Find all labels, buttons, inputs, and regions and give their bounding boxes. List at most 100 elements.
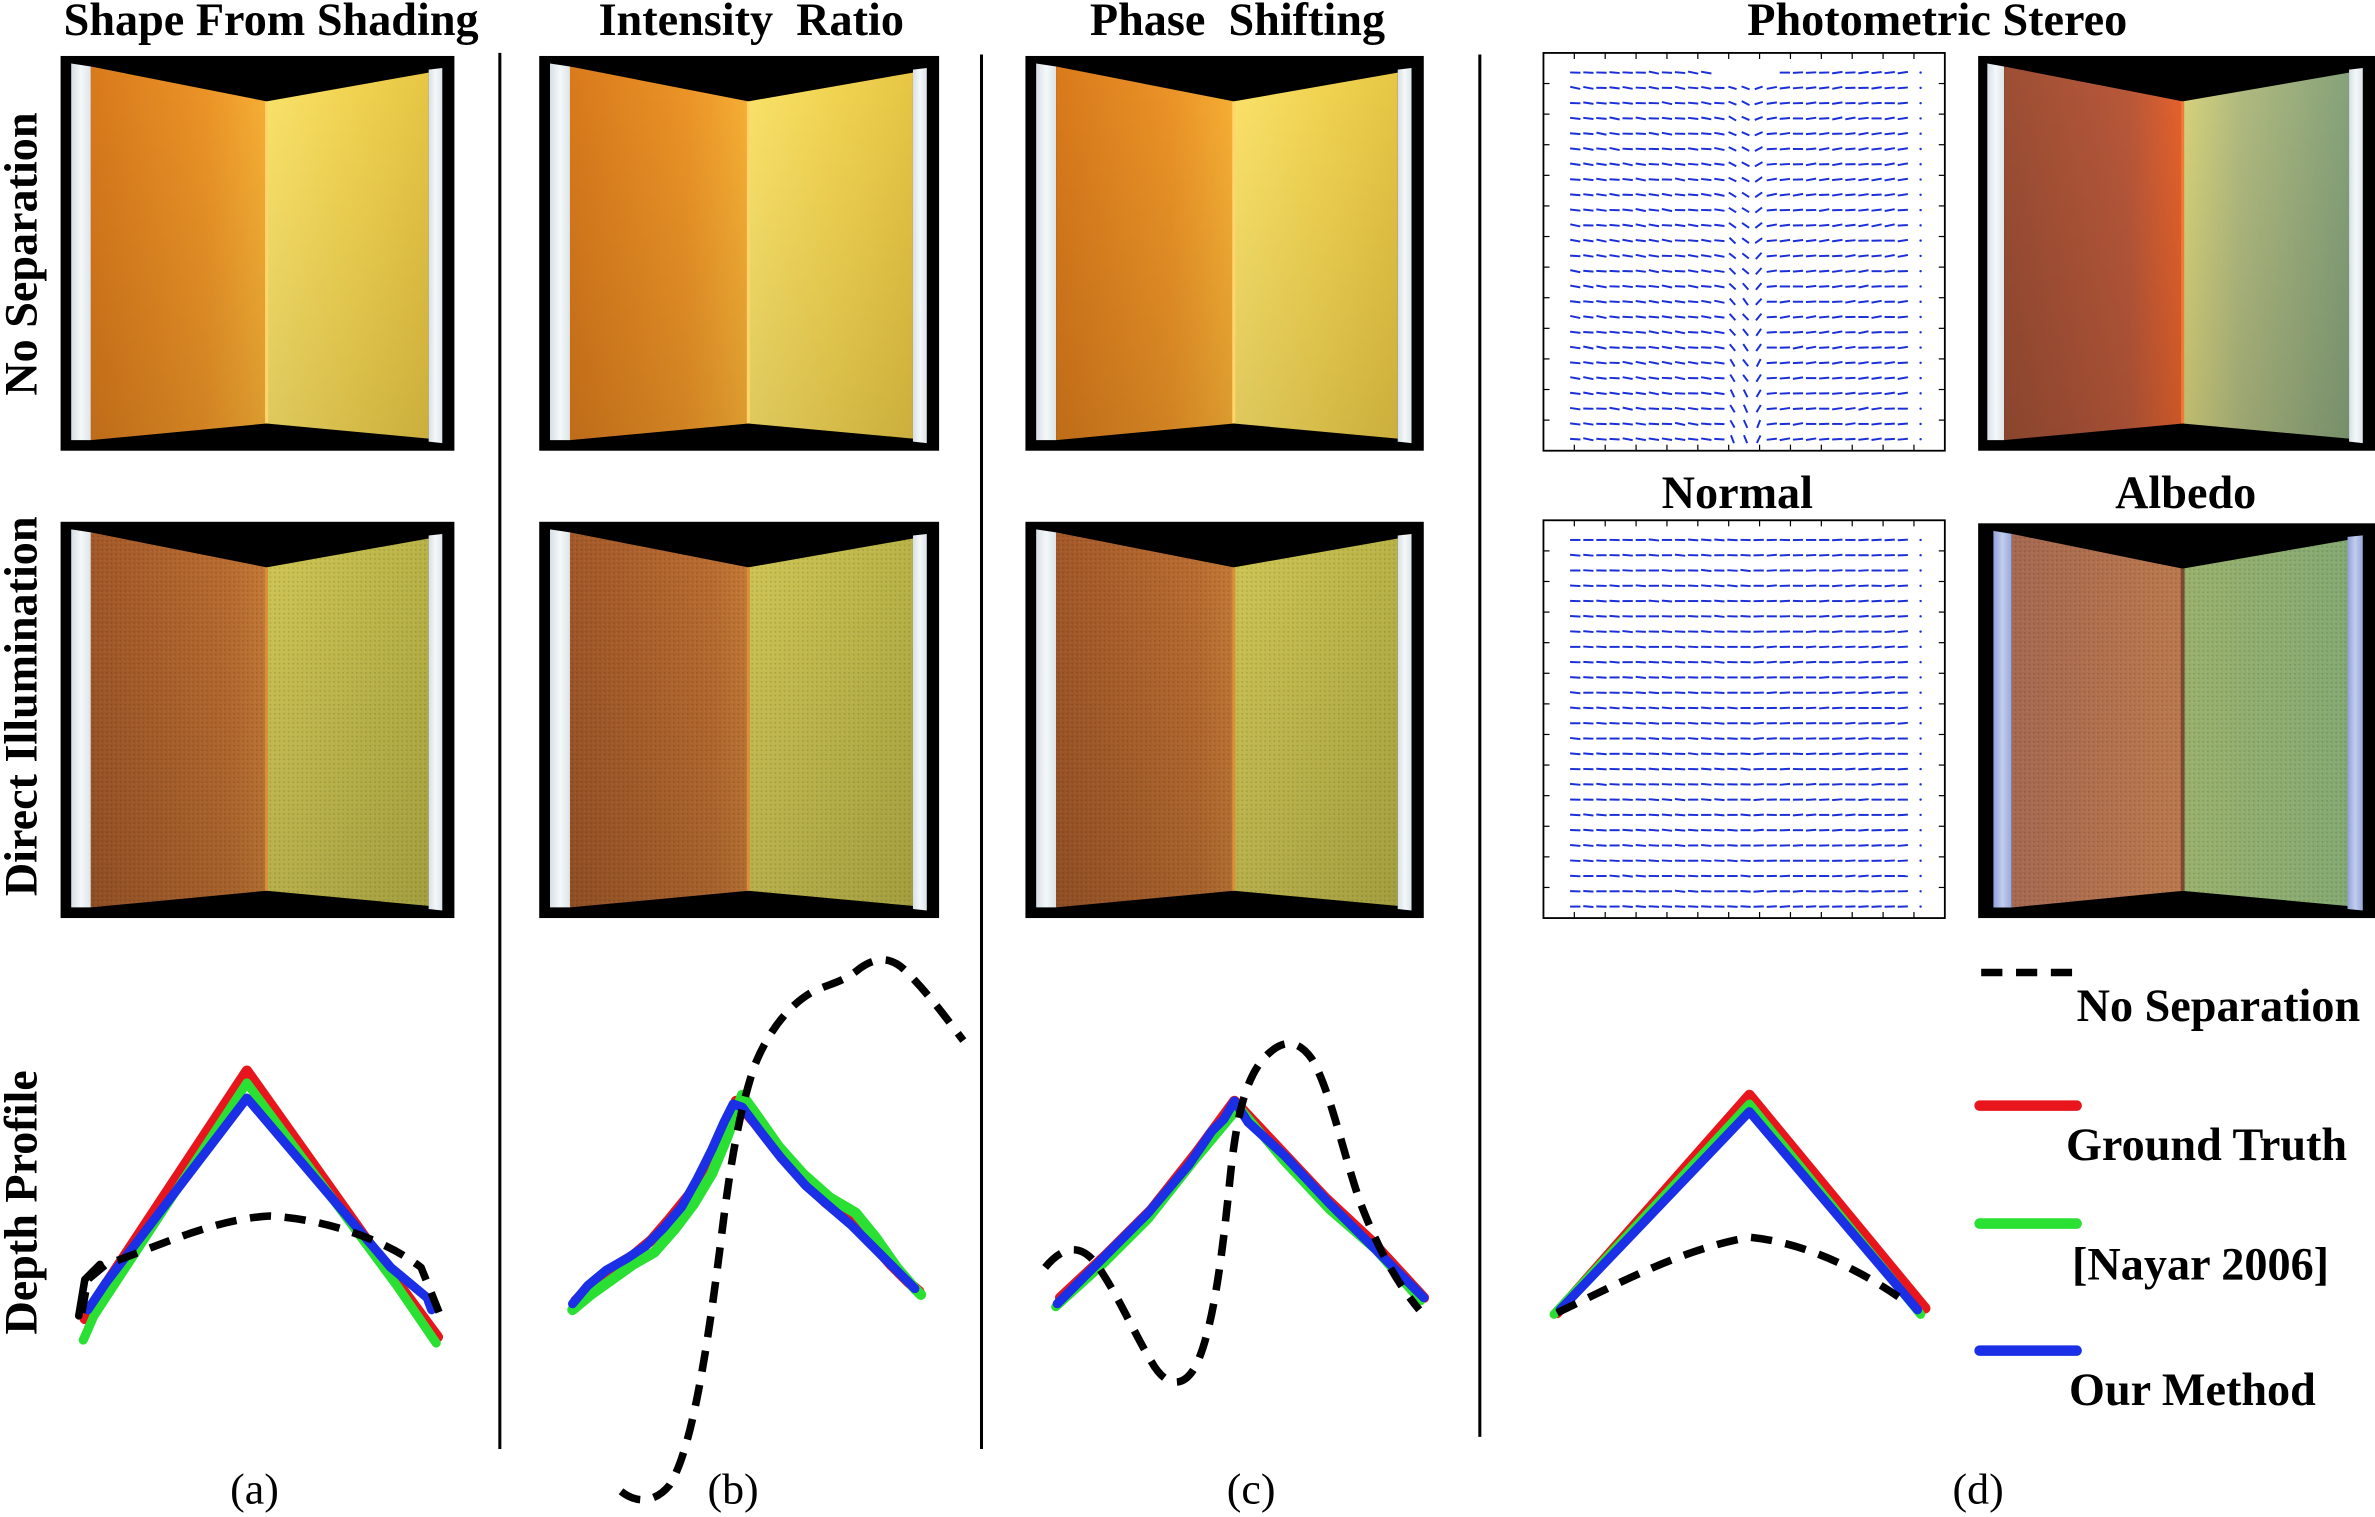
normal-vector (1884, 223, 1895, 228)
normal-vector (1622, 874, 1633, 878)
normal-vector (1714, 813, 1725, 817)
normal-vector (1805, 813, 1817, 817)
normal-vector (1897, 101, 1908, 105)
normal-vector (1805, 630, 1817, 634)
normal-vector (1596, 223, 1607, 227)
normal-vector (1661, 569, 1673, 572)
normal-vector (1832, 147, 1843, 151)
normal-vector (1858, 376, 1869, 380)
normal-vector (1755, 358, 1762, 368)
normal-vector (1766, 208, 1777, 212)
normal-vector (1635, 691, 1646, 695)
normal-vector (1831, 193, 1843, 197)
normal-vector (1805, 330, 1817, 334)
normal-vector (1596, 284, 1607, 289)
normal-vector (1688, 905, 1699, 908)
normal-vector (1569, 691, 1581, 695)
column-title-intensity-ratio: Intensity Ratio (599, 0, 904, 45)
normal-vector (1622, 284, 1633, 289)
normal-vector (1871, 177, 1882, 182)
normal-vector (1635, 406, 1647, 411)
normal-vector (1701, 299, 1712, 304)
normal-vector (1832, 116, 1843, 121)
normal-vector (1884, 86, 1895, 90)
normal-vector (1583, 71, 1594, 74)
normal-vector (1714, 116, 1725, 121)
normal-vector (1570, 706, 1581, 710)
normal-vector (1661, 224, 1673, 227)
normal-vector (1570, 223, 1581, 228)
normal-vector (1701, 101, 1712, 106)
normal-vector (1779, 254, 1791, 258)
left-white-strip (549, 529, 570, 908)
normal-vector (1805, 345, 1817, 350)
normal-vector (1648, 345, 1660, 350)
normal-vector (1583, 905, 1594, 909)
normal-vector (1728, 343, 1736, 352)
normal-vector (1919, 767, 1922, 771)
normal-vector (1609, 874, 1620, 878)
normal-vector (1569, 391, 1581, 395)
normal-vector (1741, 207, 1750, 214)
normal-vector (1832, 630, 1843, 634)
normal-vector (1648, 737, 1660, 740)
normal-vector (1701, 706, 1712, 710)
normal-vector (1688, 208, 1699, 212)
normal-vector (1919, 101, 1922, 105)
normal-vector (1884, 132, 1895, 136)
normal-vector (1570, 284, 1581, 289)
normal-vector (1779, 782, 1791, 786)
normal-vector (1596, 177, 1607, 182)
normal-vector (1832, 376, 1843, 380)
normal-vector (1792, 889, 1804, 893)
normal-vector (1609, 422, 1620, 426)
right-white-strip (428, 68, 443, 444)
normal-vector (1742, 297, 1749, 306)
normal-vector (1714, 691, 1725, 694)
normal-vector (1701, 147, 1712, 151)
normal-vector (1714, 859, 1725, 863)
normal-vector (1766, 269, 1778, 273)
normal-vector (1609, 330, 1620, 334)
profile-no-separation (78, 1212, 443, 1315)
normal-vector (1596, 345, 1607, 350)
normal-vector (1792, 71, 1804, 74)
normal-vector (1884, 391, 1895, 396)
normal-vector (1919, 422, 1922, 426)
normal-vector (1858, 361, 1869, 365)
normal-vector (1596, 162, 1607, 166)
normal-vector (1845, 177, 1856, 182)
normal-vector (1897, 538, 1908, 542)
normal-vector (1831, 315, 1843, 319)
normal-vector (1858, 70, 1869, 75)
normal-vector (1766, 116, 1778, 121)
normal-vector (1805, 162, 1817, 167)
normal-vector (1728, 85, 1737, 91)
normal-vector (1648, 813, 1660, 817)
normal-vector (1635, 239, 1646, 243)
normal-vector (1674, 85, 1686, 90)
normal-vector (1583, 315, 1594, 319)
normal-vector (1622, 300, 1633, 304)
normal-vector (1766, 569, 1777, 572)
normal-vector (1714, 599, 1725, 603)
normal-vector (1832, 584, 1843, 588)
normal-vector (1648, 859, 1660, 863)
normal-vector (1871, 645, 1882, 649)
normal-vector (1740, 890, 1751, 893)
legend-label-ground-truth: Ground Truth (2066, 1119, 2347, 1170)
normal-vector (1648, 254, 1660, 258)
normal-vector (1728, 282, 1737, 291)
right-white-strip (1397, 68, 1412, 444)
normal-vector (1871, 101, 1882, 105)
normal-vector (1727, 828, 1738, 832)
normal-vector (1741, 161, 1750, 168)
normal-vector (1569, 162, 1581, 166)
normal-vector (1622, 391, 1633, 395)
normal-vector (1805, 905, 1817, 908)
caption-b: (b) (707, 1465, 758, 1513)
normal-vector (1583, 345, 1594, 350)
normal-vector (1609, 71, 1620, 75)
normal-vector (1871, 147, 1882, 151)
normal-vector (1727, 569, 1738, 572)
